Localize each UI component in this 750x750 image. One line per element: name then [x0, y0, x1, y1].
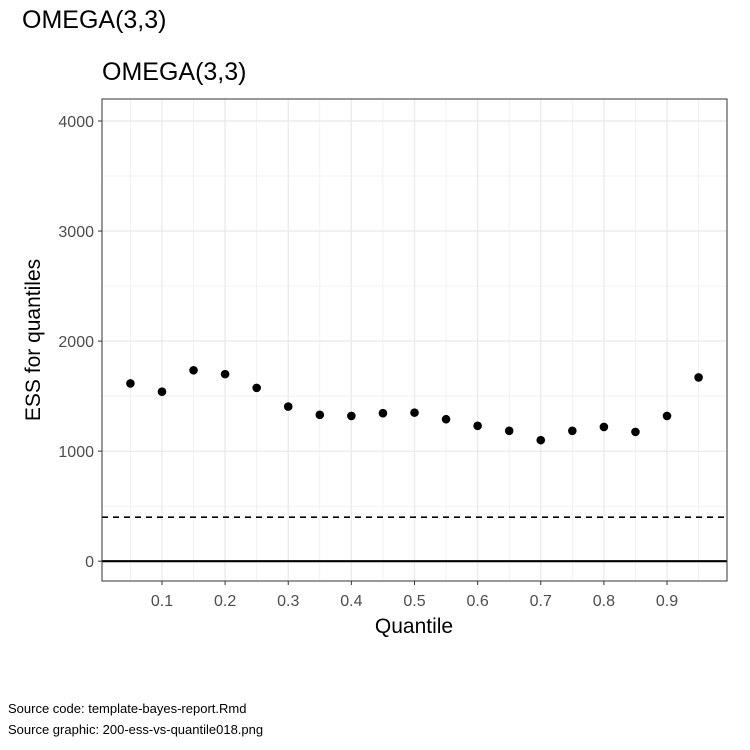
chart-title: OMEGA(3,3) — [102, 58, 246, 86]
data-point — [473, 421, 482, 431]
x-tick-label: 0.5 — [403, 593, 425, 610]
data-point — [220, 369, 230, 379]
y-axis-ticks: 0 1000 2000 3000 4000 — [58, 114, 102, 571]
data-point — [662, 411, 672, 421]
data-points — [126, 365, 703, 445]
data-point — [568, 426, 577, 436]
x-tick-label: 0.9 — [656, 593, 678, 610]
reference-lines — [102, 516, 727, 563]
y-axis-label: ESS for quantiles — [22, 259, 45, 421]
source-graphic-note: Source graphic: 200-ess-vs-quantile018.p… — [8, 722, 264, 737]
y-tick-label: 2000 — [58, 334, 94, 351]
source-code-note: Source code: template-bayes-report.Rmd — [8, 701, 247, 716]
data-point — [347, 411, 356, 421]
page-title: OMEGA(3,3) — [22, 6, 167, 34]
data-point — [631, 427, 640, 437]
x-tick-label: 0.8 — [593, 593, 615, 610]
data-point — [283, 402, 293, 411]
data-point — [378, 408, 388, 418]
y-tick-label: 3000 — [58, 224, 94, 241]
data-point — [315, 410, 325, 420]
y-tick-label: 4000 — [58, 114, 94, 131]
y-tick-label: 1000 — [58, 444, 94, 461]
data-point — [504, 426, 514, 436]
x-tick-label: 0.6 — [467, 593, 489, 610]
x-tick-label: 0.2 — [214, 593, 236, 610]
data-point — [157, 387, 167, 397]
x-tick-label: 0.1 — [151, 593, 173, 610]
grid-lines — [102, 99, 727, 581]
data-point — [252, 383, 261, 393]
y-tick-label: 0 — [85, 554, 94, 571]
x-axis-label: Quantile — [375, 615, 453, 638]
data-point — [126, 379, 135, 388]
x-tick-label: 0.3 — [277, 593, 299, 610]
x-tick-label: 0.7 — [530, 593, 552, 610]
x-tick-label: 0.4 — [340, 593, 362, 610]
data-point — [189, 365, 198, 375]
data-point — [536, 435, 546, 445]
data-point — [694, 373, 703, 382]
data-point — [410, 408, 419, 417]
data-point — [441, 414, 451, 424]
x-axis-ticks: 0.1 0.2 0.3 0.4 0.5 0.6 0.7 0.8 0.9 — [151, 581, 678, 610]
data-point — [599, 422, 609, 432]
